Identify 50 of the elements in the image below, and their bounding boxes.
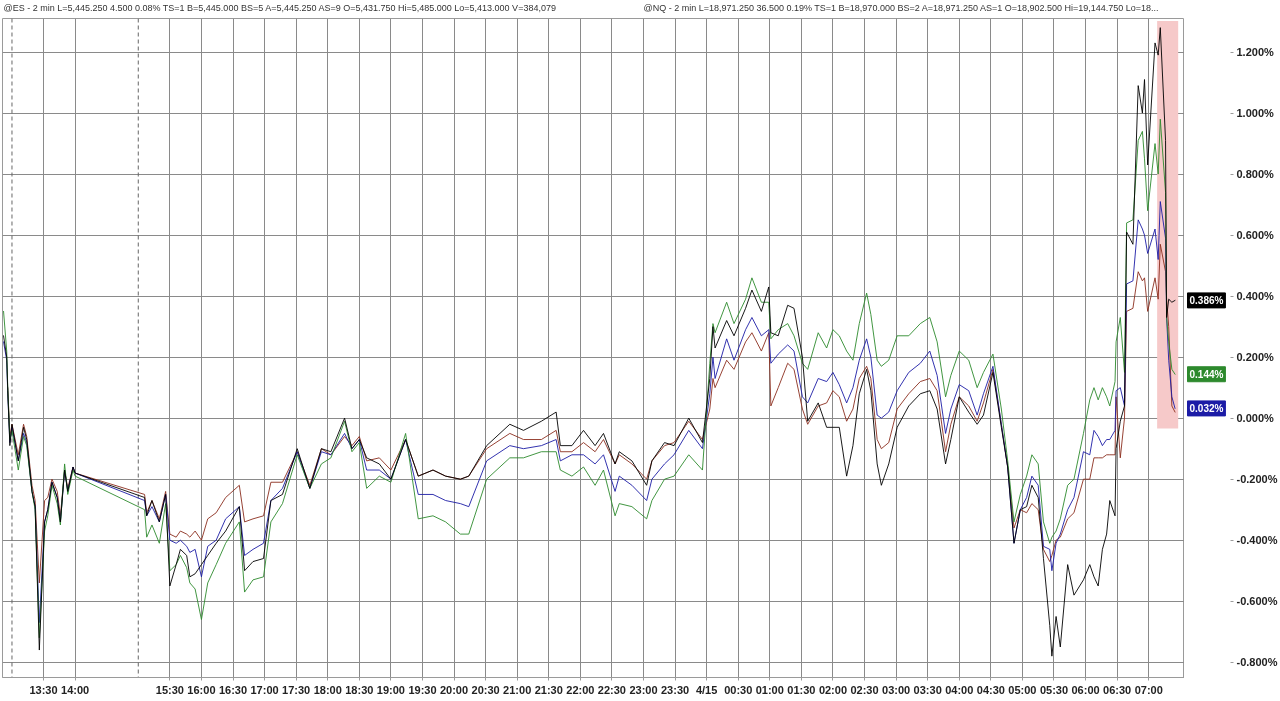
x-tick-label: 01:00 xyxy=(755,683,784,696)
y-tick-label: 0.200% xyxy=(1236,351,1275,364)
x-tick-label: 23:00 xyxy=(629,683,658,696)
x-tick-label: 16:00 xyxy=(187,683,216,696)
x-tick-label: 22:00 xyxy=(566,683,595,696)
y-tick-label: -0.600% xyxy=(1236,595,1278,608)
x-tick-label: 00:30 xyxy=(724,683,753,696)
x-tick-label: 06:30 xyxy=(1103,683,1132,696)
x-tick-label: 22:30 xyxy=(597,683,626,696)
x-tick-label: 05:00 xyxy=(1008,683,1037,696)
x-tick-label: 21:30 xyxy=(534,683,563,696)
x-tick-label: 03:30 xyxy=(913,683,942,696)
x-tick-label: 4/15 xyxy=(695,683,718,696)
x-tick-label: 20:00 xyxy=(439,683,469,696)
y-tick-label: -0.400% xyxy=(1236,534,1278,547)
text: @NQ - 2 min L=18,971.250 36.500 0.19% TS=1 B=18,970.000 BS=2 A=18,971.250 AS=1 O=18,902.500 Hi=19,144.750 Lo=18... xyxy=(643,2,1159,13)
x-tick-label: 21:00 xyxy=(503,683,532,696)
x-tick-label: 19:00 xyxy=(376,683,405,696)
x-tick-label: 23:30 xyxy=(661,683,690,696)
data-label: 0.386% xyxy=(1189,294,1224,306)
x-tick-label: 15:30 xyxy=(155,683,184,696)
y-tick-label: 0.800% xyxy=(1236,168,1275,181)
x-tick-label: 02:30 xyxy=(850,683,879,696)
x-tick-label: 06:00 xyxy=(1071,683,1100,696)
x-tick-label: 07:00 xyxy=(1134,683,1163,696)
x-tick-label: 04:30 xyxy=(976,683,1005,696)
x-tick-label: 20:30 xyxy=(471,683,500,696)
x-tick-label: 01:30 xyxy=(787,683,816,696)
x-tick-label: 18:30 xyxy=(345,683,374,696)
x-tick-label: 02:00 xyxy=(818,683,848,696)
y-tick-label: -0.800% xyxy=(1236,656,1278,669)
x-tick-label: 18:00 xyxy=(313,683,342,696)
x-tick-label: 16:30 xyxy=(218,683,248,696)
data-label: 0.144% xyxy=(1189,368,1224,380)
y-tick-label: 1.000% xyxy=(1236,107,1275,120)
x-tick-label: 03:00 xyxy=(882,683,911,696)
text: @ES - 2 min L=5,445.250 4.500 0.08% TS=1 B=5,445.000 BS=5 A=5,445.250 AS=9 O=5,431.750 Hi=5,485.000 Lo=5,413.000 V=384,079 xyxy=(3,2,556,13)
y-tick-label: -0.200% xyxy=(1236,473,1278,486)
x-tick-label: 19:30 xyxy=(408,683,437,696)
y-tick-label: 1.200% xyxy=(1236,46,1275,59)
x-tick-label: 14:00 xyxy=(61,683,90,696)
x-tick-label: 17:30 xyxy=(282,683,311,696)
y-tick-label: 0.000% xyxy=(1236,412,1275,425)
x-tick-label: 04:00 xyxy=(945,683,974,696)
data-label: 0.032% xyxy=(1189,402,1224,414)
x-tick-label: 13:30 xyxy=(29,683,58,696)
x-tick-label: 17:00 xyxy=(250,683,279,696)
x-tick-label: 05:30 xyxy=(1039,683,1069,696)
y-tick-label: 0.600% xyxy=(1236,229,1275,242)
y-tick-label: 0.400% xyxy=(1236,290,1275,303)
